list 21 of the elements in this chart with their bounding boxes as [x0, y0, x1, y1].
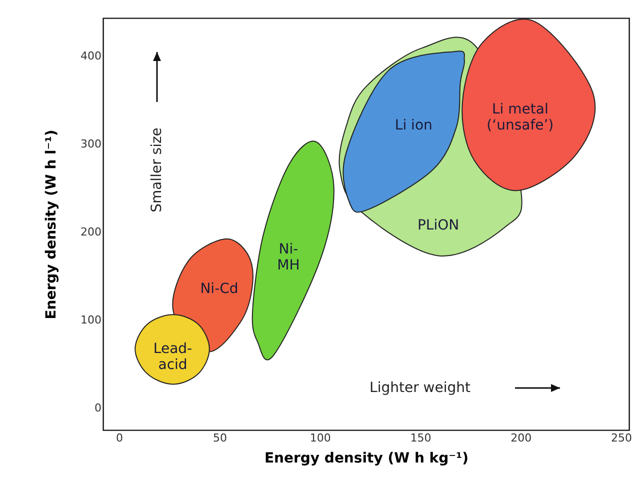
- y-tick-label: 200: [80, 225, 102, 238]
- series-label: Ni- MH: [277, 242, 300, 274]
- annotation: Lighter weight: [370, 380, 471, 396]
- series-label: PLiON: [417, 218, 460, 234]
- x-tick-label: 200: [510, 432, 532, 444]
- x-axis-title: Energy density (W h kg⁻¹): [264, 450, 469, 466]
- series-label: Lead- acid: [153, 341, 192, 374]
- y-axis-title: Energy density (W h l⁻¹): [44, 130, 60, 320]
- y-tick-label: 300: [80, 137, 102, 150]
- y-tick-label: 100: [80, 313, 102, 326]
- annotation: Smaller size: [149, 128, 165, 212]
- y-tick-label: 0: [94, 401, 102, 414]
- y-tick-label: 400: [80, 49, 102, 62]
- x-tick-label: 0: [116, 432, 124, 444]
- series-label: Li metal (‘unsafe’): [486, 101, 554, 134]
- x-tick-label: 50: [212, 432, 227, 444]
- series-label: Ni-Cd: [200, 280, 238, 297]
- x-tick-label: 150: [410, 432, 432, 444]
- series-label: Li ion: [394, 117, 432, 134]
- x-tick-label: 250: [610, 432, 632, 444]
- x-tick-label: 100: [310, 432, 331, 444]
